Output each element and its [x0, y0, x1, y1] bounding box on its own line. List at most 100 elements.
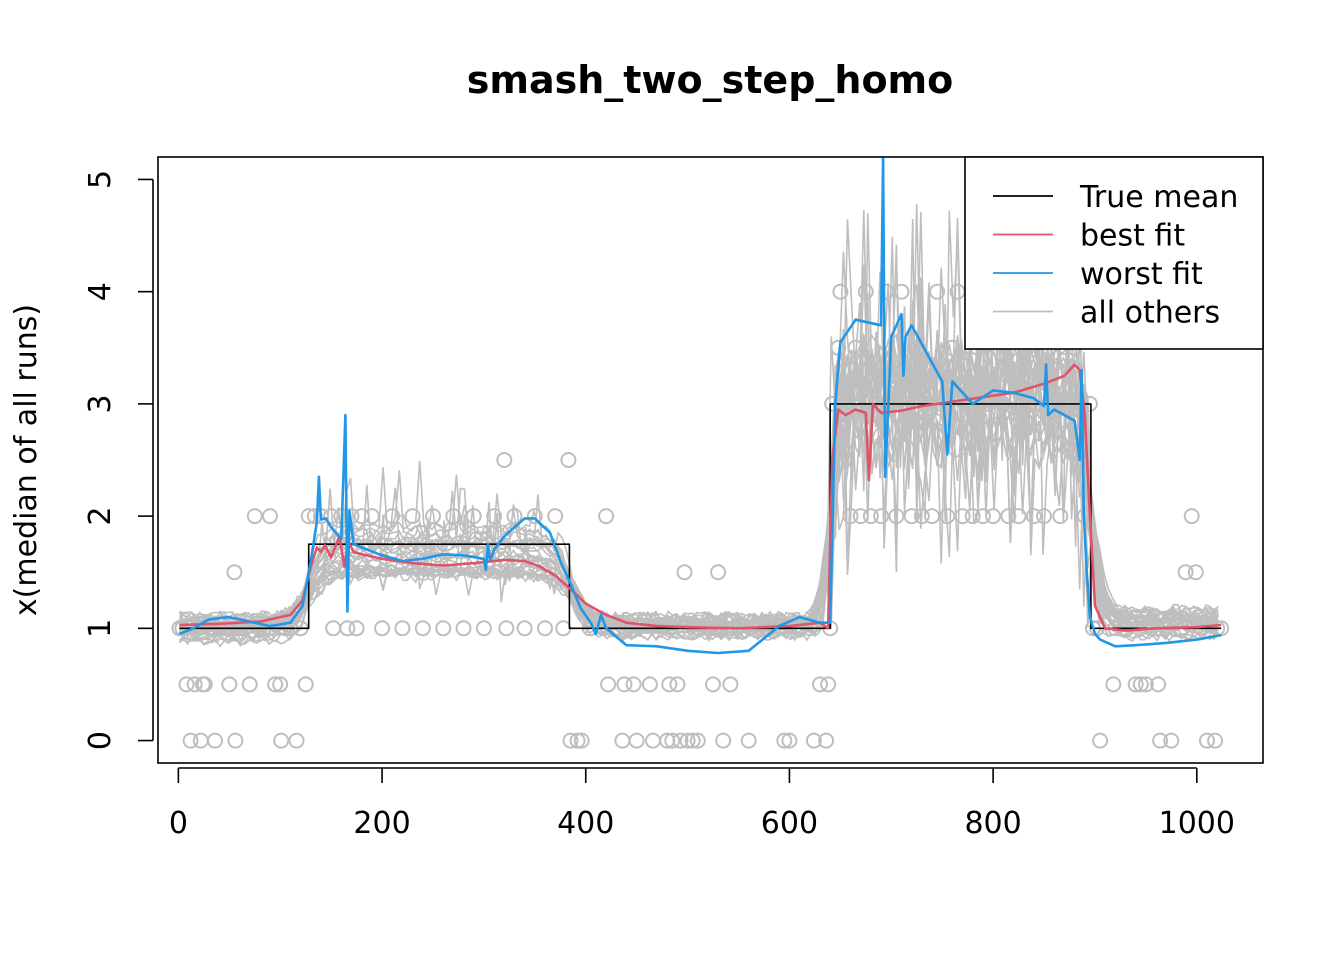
- observation-point: [781, 732, 798, 749]
- observation-point: [1036, 508, 1052, 525]
- legend-box: [964, 156, 1264, 350]
- observation-point: [486, 508, 503, 525]
- y-tick-label: 3: [83, 394, 118, 413]
- observation-point: [600, 676, 617, 693]
- observation-point: [616, 676, 633, 693]
- observation-point: [679, 732, 696, 749]
- observation-point: [262, 508, 278, 525]
- observation-point: [241, 676, 258, 693]
- observation-point: [516, 620, 533, 637]
- observation-point: [394, 620, 411, 637]
- axes-group: 0 200 400 600 800 1000 0 1 2 3 4 5: [83, 170, 1235, 841]
- observation-point: [506, 508, 523, 525]
- observation-point: [888, 508, 905, 525]
- observation-point: [939, 508, 956, 525]
- y-tick-label: 0: [83, 731, 118, 750]
- observation-point: [598, 508, 615, 525]
- observation-point: [842, 508, 859, 525]
- observation-point: [628, 732, 645, 749]
- plot-frame: [157, 156, 1264, 764]
- observation-point: [689, 732, 706, 749]
- observation-point: [1025, 508, 1042, 525]
- legend-label: True mean: [1079, 180, 1238, 215]
- observation-point: [272, 676, 289, 693]
- worst-fit-line: [178, 157, 1222, 655]
- observation-point: [560, 452, 577, 468]
- observation-point: [857, 283, 874, 300]
- observation-point: [1187, 564, 1204, 581]
- observation-point: [300, 508, 317, 525]
- x-tick-label: 0: [169, 806, 188, 841]
- observation-point: [878, 283, 895, 300]
- observation-point: [455, 620, 472, 637]
- observation-point: [776, 732, 793, 749]
- fit-lines-group: [178, 157, 1222, 655]
- observation-point: [954, 508, 971, 525]
- observation-point: [1092, 732, 1109, 749]
- observation-point: [348, 620, 365, 637]
- observation-point: [1127, 676, 1144, 693]
- observation-point: [805, 732, 822, 749]
- observation-point: [903, 508, 920, 525]
- observation-point: [221, 676, 238, 693]
- observation-point: [1177, 564, 1194, 581]
- x-tick-label: 200: [353, 806, 410, 841]
- observation-point: [526, 508, 543, 525]
- observation-point: [832, 283, 849, 300]
- observation-point: [985, 508, 1002, 525]
- observation-point: [1163, 732, 1180, 749]
- observation-point: [672, 732, 689, 749]
- observation-point: [267, 676, 284, 693]
- observation-point: [669, 676, 686, 693]
- observation-point: [1137, 676, 1154, 693]
- observation-point: [684, 732, 701, 749]
- observation-point: [425, 508, 441, 525]
- observation-point: [1010, 508, 1027, 525]
- observation-point: [1052, 508, 1069, 525]
- observation-point: [913, 508, 930, 525]
- observation-point: [363, 508, 380, 525]
- observation-point: [852, 508, 869, 525]
- observation-point: [374, 620, 391, 637]
- observation-point: [820, 676, 837, 693]
- observation-point: [625, 676, 642, 693]
- observation-point: [929, 283, 946, 300]
- observation-point: [722, 676, 739, 693]
- observation-point: [323, 508, 340, 525]
- observation-point: [1000, 508, 1017, 525]
- observation-point: [847, 339, 864, 356]
- observation-point: [974, 508, 991, 525]
- observation-point: [339, 620, 356, 637]
- observation-point: [569, 732, 586, 749]
- observation-point: [641, 676, 658, 693]
- observation-point: [227, 732, 244, 749]
- observation-point: [818, 732, 835, 749]
- observation-point: [705, 676, 721, 693]
- observation-point: [465, 508, 482, 525]
- observation-point: [710, 564, 727, 581]
- observation-point: [384, 508, 401, 525]
- observation-point: [924, 508, 940, 525]
- observation-point: [562, 732, 579, 749]
- x-tick-label: 600: [761, 806, 818, 841]
- observation-point: [207, 732, 223, 749]
- x-tick-label: 400: [557, 806, 614, 841]
- observation-point: [664, 732, 681, 749]
- observation-point: [812, 676, 828, 693]
- observation-point: [1105, 676, 1122, 693]
- legend-label: worst fit: [1080, 257, 1203, 292]
- observation-point: [715, 732, 732, 749]
- observation-point: [944, 339, 961, 356]
- legend-label: best fit: [1080, 219, 1185, 254]
- observation-point: [1207, 732, 1224, 749]
- observation-point: [496, 452, 513, 468]
- observation-point: [873, 508, 890, 525]
- observation-point: [288, 732, 305, 749]
- observation-point: [661, 676, 678, 693]
- y-tick-label: 5: [83, 170, 118, 189]
- legend-label: all others: [1080, 296, 1220, 331]
- x-tick-label: 1000: [1159, 806, 1235, 841]
- y-tick-label: 1: [83, 619, 118, 638]
